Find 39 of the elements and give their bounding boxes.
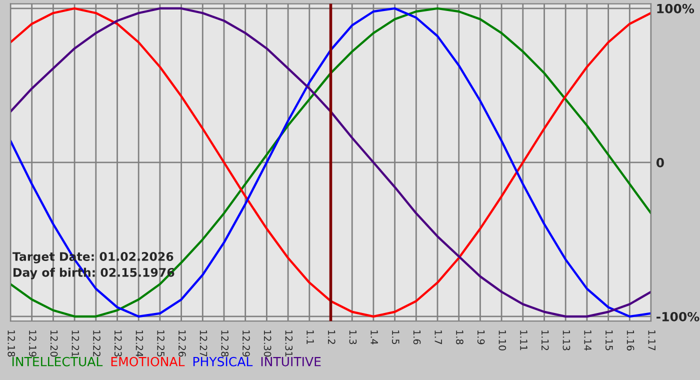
x-tick-label: 12.25 [157, 330, 164, 356]
x-tick-label: 1.12 [542, 330, 549, 350]
line-series [10, 7, 651, 318]
x-tick-label: 1.13 [562, 330, 570, 350]
x-tick-label: 1.14 [584, 330, 592, 351]
x-tick-label: 1.10 [498, 330, 506, 350]
x-tick-label: 1.7 [434, 330, 442, 344]
text: PHYSICAL [193, 356, 253, 366]
text: EMOTIONAL [111, 356, 185, 366]
text: INTELLECTUAL [12, 356, 103, 366]
x-tick-label: 12.19 [29, 330, 36, 357]
x-tick-label: 12.20 [50, 330, 58, 357]
x-tick-label: 1.3 [349, 330, 357, 344]
x-tick-label: 12.28 [221, 330, 229, 357]
y-tick-label: 100% [657, 4, 694, 14]
x-tick-label: 1.6 [413, 330, 421, 344]
text: INTUITIVE [261, 357, 321, 366]
x-tick-label: 1.5 [392, 330, 400, 344]
x-tick-label: 12.29 [242, 330, 250, 357]
x-tick-label: 1.2 [328, 330, 336, 344]
x-tick-label: 12.18 [8, 330, 16, 357]
x-tick-label: 1.17 [648, 330, 656, 350]
x-tick-label: 12.21 [72, 330, 80, 356]
x-tick-label: 1.9 [477, 330, 485, 344]
y-tick-label: 0 [656, 158, 664, 168]
x-tick-label: 1.11 [520, 330, 528, 350]
x-tick-label: 12.27 [200, 330, 208, 356]
y-tick-label: -100% [656, 312, 700, 322]
x-tick-label: 12.30 [264, 330, 272, 357]
x-tick-label: 12.22 [93, 330, 100, 356]
x-tick-label: 1.4 [370, 330, 378, 344]
x-tick-label: 12.31 [285, 330, 293, 356]
x-tick-label: 1.16 [626, 330, 634, 350]
x-tick-label: 12.23 [114, 330, 122, 356]
x-tick-label: 12.26 [178, 330, 186, 357]
x-tick-label: 12.24 [136, 330, 144, 357]
x-tick-label: 1.15 [605, 330, 613, 350]
x-tick-label: 1.8 [456, 330, 464, 344]
x-tick-label: 1.1 [306, 330, 314, 344]
